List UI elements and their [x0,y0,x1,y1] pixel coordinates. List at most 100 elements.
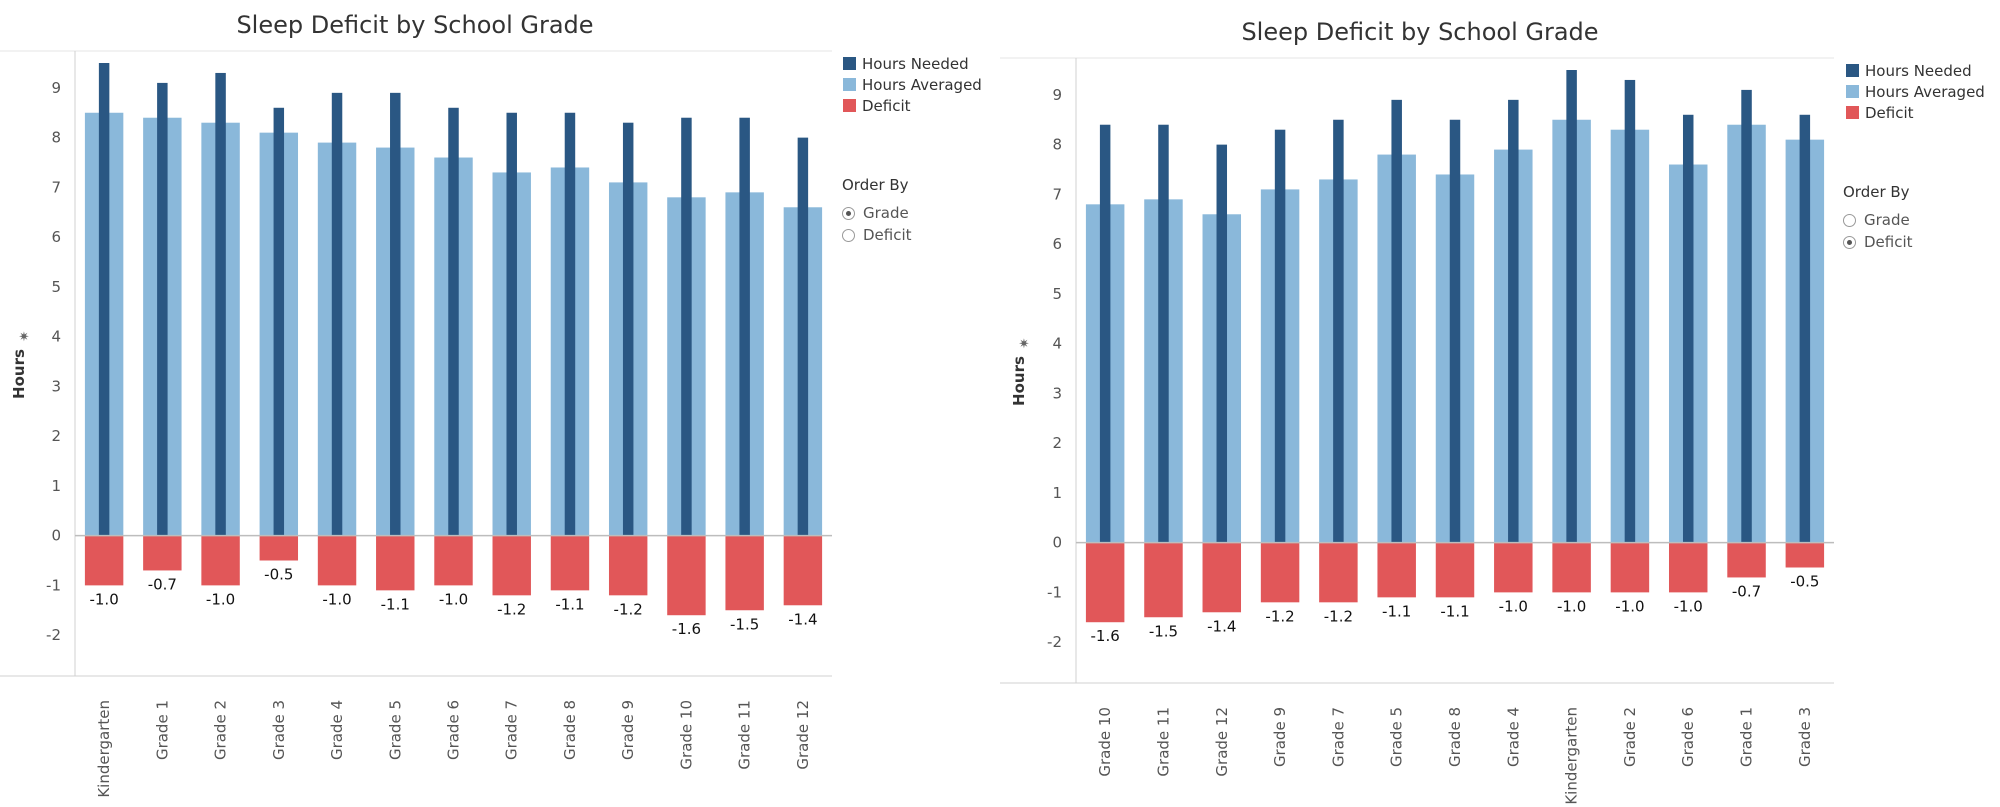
y-tick-label: 0 [1052,534,1062,552]
legend-right: Hours Needed Hours Averaged Deficit [1846,60,1985,123]
category-label: Grade 11 [1154,707,1172,777]
y-tick-label: 3 [51,377,61,395]
deficit-data-label: -0.7 [1732,582,1761,600]
bar-deficit [725,535,764,611]
legend-swatch-deficit [843,99,856,112]
deficit-data-label: -1.6 [1091,627,1120,645]
category-label: Grade 3 [1796,707,1814,767]
radio-deficit-checked[interactable] [1843,235,1856,249]
bar-deficit [143,535,182,571]
legend-item-hours-needed: Hours Needed [1846,60,1985,81]
legend-label-needed: Hours Needed [1865,61,1972,80]
radio-grade-checked[interactable] [842,206,855,220]
category-label: Grade 5 [1388,707,1406,767]
order-by-grade-label: Grade [863,204,909,222]
bar-deficit [1552,542,1591,593]
legend-label-averaged: Hours Averaged [1865,82,1985,101]
category-label: Grade 4 [328,700,346,760]
bar-hours-needed [564,112,576,536]
bar-hours-needed [157,82,168,536]
bar-deficit [1085,542,1125,623]
order-by-deficit-option[interactable]: Deficit [842,224,912,246]
bar-hours-needed [1449,119,1461,543]
bar-deficit [201,535,240,586]
deficit-data-label: -0.5 [1790,573,1819,591]
y-tick-label: 4 [51,328,61,346]
category-label: Grade 11 [736,700,754,770]
bar-deficit [1202,542,1242,613]
deficit-data-label: -1.5 [730,615,759,633]
deficit-data-label: -1.2 [497,600,526,618]
category-label: Grade 3 [270,700,288,760]
bar-deficit [376,535,415,591]
radio-deficit-unchecked[interactable] [842,228,855,242]
deficit-data-label: -1.0 [89,590,118,608]
y-tick-label: 6 [51,228,61,246]
chart-title: Sleep Deficit by School Grade [1241,18,1598,46]
bar-hours-needed [681,117,692,536]
category-label: Grade 7 [503,700,521,760]
deficit-data-label: -1.0 [1674,597,1703,615]
legend-left: Hours Needed Hours Averaged Deficit [843,53,982,116]
deficit-data-label: -1.2 [1324,607,1353,625]
order-by-grade-option[interactable]: Grade [842,202,912,224]
category-label: Kindergarten [1563,707,1581,805]
bar-deficit [1377,542,1416,598]
bar-hours-needed [1682,114,1694,543]
category-label: Grade 10 [677,700,695,770]
y-tick-label: -1 [1047,583,1062,601]
deficit-data-label: -1.0 [322,590,351,608]
deficit-data-label: -1.4 [1207,617,1236,635]
deficit-data-label: -0.5 [264,566,293,584]
y-tick-label: 5 [1052,285,1062,303]
bar-deficit [1668,542,1708,593]
deficit-data-label: -0.7 [148,575,177,593]
y-tick-label: 2 [1052,434,1062,452]
order-by-deficit-label: Deficit [1864,233,1913,251]
deficit-data-label: -1.2 [1265,607,1294,625]
order-by-grade-label: Grade [1864,211,1910,229]
pin-icon: ✷ [19,330,30,345]
bar-deficit [667,535,706,616]
category-label: Grade 12 [1213,707,1231,777]
y-tick-label: 9 [51,79,61,97]
bar-hours-needed [1274,129,1286,543]
y-axis-title: Hours [1010,356,1028,406]
deficit-data-label: -1.5 [1149,622,1178,640]
deficit-data-label: -1.1 [1382,602,1411,620]
y-tick-label: 6 [1052,235,1062,253]
y-tick-label: 7 [51,178,61,196]
legend-swatch-averaged [843,78,856,91]
legend-item-deficit: Deficit [843,95,982,116]
order-by-deficit-option[interactable]: Deficit [1843,231,1913,253]
bar-deficit [608,535,648,596]
category-label: Grade 7 [1329,707,1347,767]
bar-hours-needed [797,137,809,536]
y-tick-label: 3 [1052,384,1062,402]
bar-hours-needed [1158,124,1169,543]
bar-deficit [1727,542,1766,578]
y-tick-label: 9 [1052,86,1062,104]
chart-panel-left: Sleep Deficit by School Grade -2 -1 0 1 2 3 4 5 6… [0,11,982,798]
deficit-data-label: -1.0 [1499,597,1528,615]
category-label: Grade 5 [386,700,404,760]
legend-swatch-deficit [1846,106,1859,119]
bar-hours-needed [215,72,226,536]
category-label: Grade 9 [619,700,637,760]
bar-hours-needed [273,107,285,536]
bar-hours-needed [1741,89,1752,543]
chart-left: Sleep Deficit by School Grade -2 -1 0 1 2 3 4 5 6… [0,11,832,798]
deficit-data-label: -1.6 [672,620,701,638]
legend-item-hours-averaged: Hours Averaged [843,74,982,95]
bar-deficit [317,535,357,586]
radio-grade-unchecked[interactable] [1843,213,1856,227]
bar-deficit [492,535,531,596]
legend-swatch-averaged [1846,85,1859,98]
y-tick-label: 0 [51,527,61,545]
order-by-grade-option[interactable]: Grade [1843,209,1913,231]
bar-hours-needed [1566,70,1577,543]
bar-deficit [1435,542,1475,598]
y-tick-label: -1 [46,576,61,594]
legend-label-needed: Hours Needed [862,54,969,73]
bar-hours-needed [1099,124,1111,543]
